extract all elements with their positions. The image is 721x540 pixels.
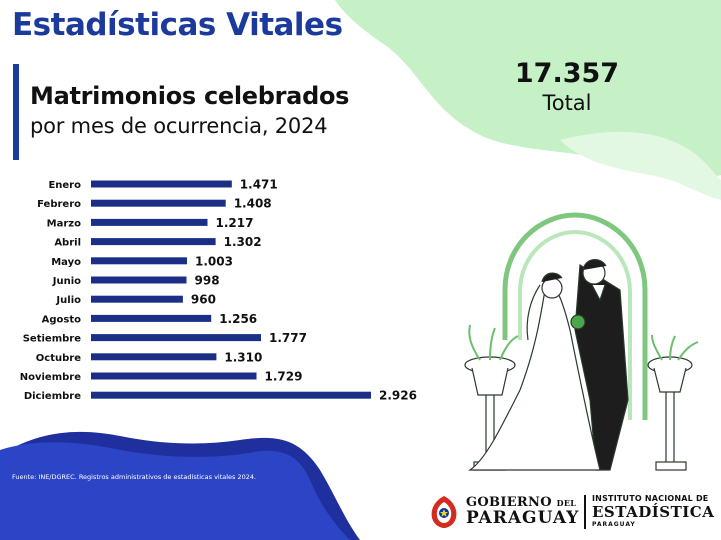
category-label: Febrero: [37, 199, 81, 210]
chart-subtitle: por mes de ocurrencia, 2024: [30, 114, 328, 138]
page-title: Estadísticas Vitales: [12, 7, 343, 43]
category-label: Diciembre: [24, 391, 81, 402]
green-blob-light-shape: [560, 131, 721, 200]
total-value: 17.357: [514, 58, 620, 89]
bar: [91, 199, 226, 207]
source-note: Fuente: INE/DGREC. Registros administrat…: [12, 473, 257, 481]
bar: [91, 391, 371, 399]
wedding-illustration: [464, 212, 699, 471]
bar: [91, 238, 216, 246]
bar: [91, 180, 232, 188]
data-label: 2.926: [379, 389, 417, 403]
category-label: Abril: [54, 238, 81, 249]
category-label: Mayo: [51, 257, 81, 268]
category-label: Marzo: [47, 218, 81, 229]
bar: [91, 257, 187, 265]
data-label: 1.729: [265, 370, 303, 384]
category-label: Junio: [52, 276, 81, 287]
bar: [91, 276, 187, 284]
paraguay-emblem-icon: [431, 496, 457, 528]
category-label: Octubre: [36, 353, 81, 364]
category-label: Noviembre: [20, 372, 81, 383]
data-label: 1.256: [219, 312, 257, 326]
category-label: Agosto: [42, 314, 82, 325]
total-label: Total: [542, 91, 592, 115]
bar: [91, 295, 183, 303]
data-label: 1.003: [195, 254, 233, 268]
title-accent-bar: [13, 64, 19, 160]
category-label: Julio: [55, 295, 81, 306]
data-label: 1.471: [240, 178, 278, 192]
bar: [91, 218, 208, 226]
data-label: 1.408: [234, 197, 272, 211]
footer-logos: GOBIERNO DEL PARAGUAY INSTITUTO NACIONAL…: [426, 492, 716, 532]
logo-divider: [584, 495, 586, 529]
chart-title: Matrimonios celebrados: [30, 82, 350, 110]
blue-wave-front: [0, 442, 350, 540]
data-label: 960: [191, 293, 216, 307]
bar: [91, 372, 257, 380]
total-box: 17.357 Total: [480, 58, 654, 116]
category-label: Enero: [48, 180, 81, 191]
bar: [91, 314, 212, 322]
data-label: 1.777: [269, 331, 307, 345]
data-label: 1.217: [216, 216, 254, 230]
data-label: 998: [195, 274, 220, 288]
data-label: 1.302: [224, 235, 262, 249]
bar: [91, 353, 217, 361]
data-label: 1.310: [224, 350, 262, 364]
bar: [91, 334, 261, 342]
gobierno-logo-text: GOBIERNO DEL PARAGUAY: [466, 495, 580, 528]
category-label: Setiembre: [23, 334, 81, 345]
ine-logo-text: INSTITUTO NACIONAL DE ESTADÍSTICA PARAGU…: [592, 494, 715, 528]
